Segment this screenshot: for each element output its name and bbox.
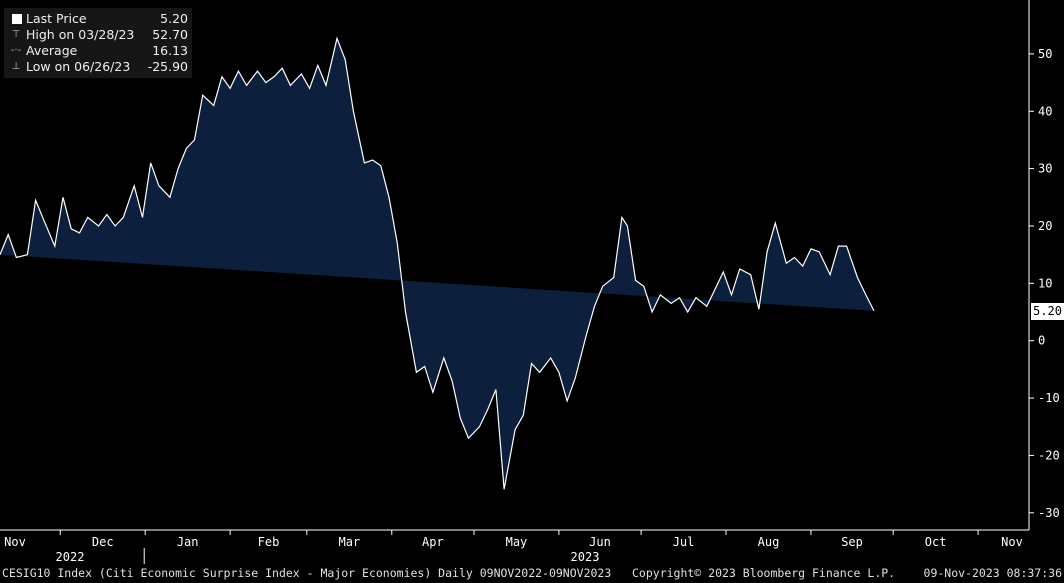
y-tick-label: -20 (1038, 448, 1060, 462)
average-line-icon: -·- (10, 45, 22, 56)
legend-low: ⊥ Low on 06/26/23 -25.90 (4, 59, 192, 75)
legend-value: 16.13 (152, 43, 188, 58)
footer-copyright: Copyright© 2023 Bloomberg Finance L.P. (632, 566, 896, 580)
x-month-label: Feb (258, 535, 280, 549)
y-tick-label: 30 (1038, 162, 1052, 176)
legend-last-price: Last Price 5.20 (4, 11, 192, 27)
x-month-label: May (506, 535, 528, 549)
legend-label: High on 03/28/23 (26, 27, 135, 42)
y-tick-label: 0 (1038, 334, 1045, 348)
x-year-label: 2022 (56, 550, 85, 564)
x-month-label: Jan (177, 535, 199, 549)
x-month-label: Oct (925, 535, 947, 549)
legend-label: Low on 06/26/23 (26, 59, 131, 74)
legend-average: -·- Average 16.13 (4, 43, 192, 59)
legend-label: Average (26, 43, 78, 58)
y-tick-label: 10 (1038, 276, 1052, 290)
legend-label: Last Price (26, 11, 87, 26)
x-month-label: Jul (673, 535, 695, 549)
x-month-label: Jun (589, 535, 611, 549)
footer-timestamp: 09-Nov-2023 08:37:36 (923, 566, 1062, 580)
price-line (0, 36, 875, 490)
x-month-label: Nov (4, 535, 26, 549)
x-month-label: Nov (1001, 535, 1023, 549)
legend-value: 52.70 (152, 27, 188, 42)
price-area (0, 38, 874, 490)
y-axis: -30 -20 -10 0 10 20 30 40 50 (1028, 0, 1060, 530)
y-tick-label: 40 (1038, 104, 1052, 118)
legend-value: -25.90 (147, 59, 188, 74)
x-month-label: Apr (422, 535, 444, 549)
high-marker-icon: ⊤ (11, 29, 21, 40)
y-tick-label: -30 (1038, 506, 1060, 520)
footer-series-info: CESIG10 Index (Citi Economic Surprise In… (2, 566, 612, 580)
y-tick-label: -10 (1038, 391, 1060, 405)
y-tick-label: 20 (1038, 219, 1052, 233)
square-icon (12, 14, 22, 24)
x-axis: Nov Dec Jan Feb Mar Apr May Jun Jul Aug Sep Oct Nov 2… (0, 529, 1029, 564)
y-tick-label: 50 (1038, 47, 1052, 61)
x-month-label: Dec (92, 535, 114, 549)
legend-high: ⊤ High on 03/28/23 52.70 (4, 27, 192, 43)
legend-value: 5.20 (160, 11, 188, 26)
x-year-label: 2023 (571, 550, 600, 564)
x-month-label: Aug (758, 535, 780, 549)
legend: Last Price 5.20 ⊤ High on 03/28/23 52.70… (4, 8, 192, 78)
x-month-label: Sep (841, 535, 863, 549)
last-value-badge: 5.20 (1031, 303, 1064, 320)
x-month-label: Mar (338, 535, 360, 549)
low-marker-icon: ⊥ (11, 61, 21, 72)
